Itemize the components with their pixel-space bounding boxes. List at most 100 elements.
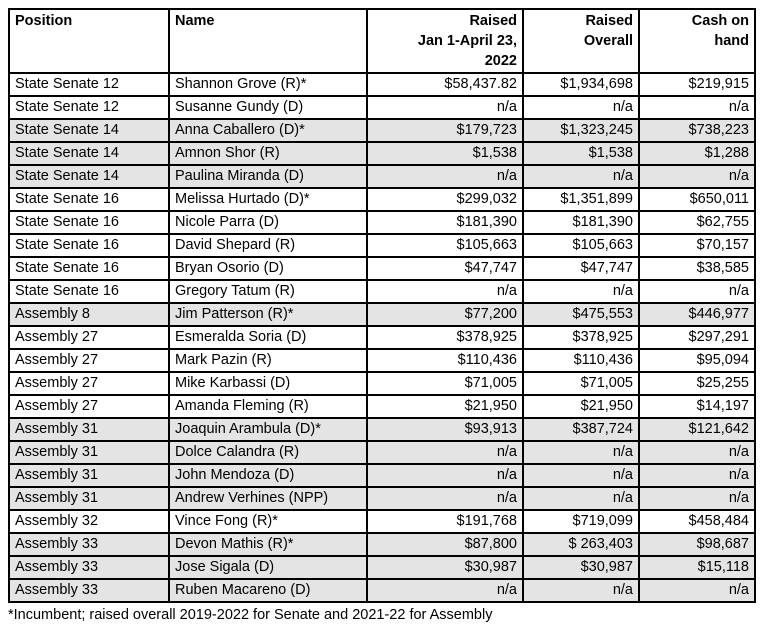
- table-row: State Senate 12 Shannon Grove (R)* $58,437…: [8, 72, 756, 97]
- position-cell: State Senate 14: [8, 118, 170, 143]
- cash-on-hand-cell: $1,288: [638, 141, 756, 166]
- cash-on-hand-cell: $38,585: [638, 256, 756, 281]
- name-cell: Mike Karbassi (D): [168, 371, 368, 396]
- position-cell: Assembly 31: [8, 440, 170, 465]
- raised-overall-cell: $30,987: [522, 555, 640, 580]
- raised-overall-cell: $71,005: [522, 371, 640, 396]
- raised-overall-cell: $1,351,899: [522, 187, 640, 212]
- position-cell: State Senate 12: [8, 95, 170, 120]
- position-cell: State Senate 14: [8, 164, 170, 189]
- table-row: Assembly 33 Ruben Macareno (D) n/a n/a n/a: [8, 578, 756, 603]
- raised-overall-cell: $387,724: [522, 417, 640, 442]
- cash-on-hand-cell: $446,977: [638, 302, 756, 327]
- raised-period-cell: $378,925: [366, 325, 524, 350]
- raised-overall-cell: $1,934,698: [522, 72, 640, 97]
- name-cell: Vince Fong (R)*: [168, 509, 368, 534]
- position-cell: Assembly 31: [8, 417, 170, 442]
- raised-overall-cell: $ 263,403: [522, 532, 640, 557]
- position-cell: State Senate 16: [8, 256, 170, 281]
- header-position: Position: [8, 8, 170, 74]
- raised-period-cell: $191,768: [366, 509, 524, 534]
- table-header: Position Name Raised Jan 1-April 23, 202…: [8, 8, 756, 74]
- name-cell: Mark Pazin (R): [168, 348, 368, 373]
- position-cell: Assembly 31: [8, 486, 170, 511]
- cash-on-hand-cell: n/a: [638, 440, 756, 465]
- raised-overall-cell: n/a: [522, 164, 640, 189]
- table-row: Assembly 27 Esmeralda Soria (D) $378,925 $3…: [8, 325, 756, 350]
- campaign-finance-table: Position Name Raised Jan 1-April 23, 202…: [8, 8, 756, 603]
- name-cell: Amanda Fleming (R): [168, 394, 368, 419]
- cash-on-hand-cell: n/a: [638, 578, 756, 603]
- incumbent-footnote: *Incumbent; raised overall 2019-2022 for…: [8, 607, 493, 623]
- table-row: State Senate 16 David Shepard (R) $105,663…: [8, 233, 756, 258]
- raised-overall-cell: $181,390: [522, 210, 640, 235]
- position-cell: Assembly 32: [8, 509, 170, 534]
- table-row: Assembly 27 Mark Pazin (R) $110,436 $110,43…: [8, 348, 756, 373]
- cash-on-hand-cell: n/a: [638, 95, 756, 120]
- cash-on-hand-cell: $738,223: [638, 118, 756, 143]
- raised-period-cell: n/a: [366, 440, 524, 465]
- position-cell: Assembly 27: [8, 371, 170, 396]
- table-row: Assembly 33 Devon Mathis (R)* $87,800 $ 263…: [8, 532, 756, 557]
- table-row: Assembly 33 Jose Sigala (D) $30,987 $30,987…: [8, 555, 756, 580]
- raised-period-cell: $299,032: [366, 187, 524, 212]
- raised-period-cell: $47,747: [366, 256, 524, 281]
- cash-on-hand-cell: $98,687: [638, 532, 756, 557]
- position-cell: State Senate 16: [8, 233, 170, 258]
- raised-period-cell: $93,913: [366, 417, 524, 442]
- position-cell: Assembly 27: [8, 348, 170, 373]
- cash-on-hand-cell: n/a: [638, 486, 756, 511]
- table-row: State Senate 16 Gregory Tatum (R) n/a n/a n/…: [8, 279, 756, 304]
- table-row: Assembly 31 Dolce Calandra (R) n/a n/a n/a: [8, 440, 756, 465]
- table-row: State Senate 16 Bryan Osorio (D) $47,747 $4…: [8, 256, 756, 281]
- raised-overall-cell: $719,099: [522, 509, 640, 534]
- header-raised-overall: Raised Overall: [522, 8, 640, 74]
- cash-on-hand-cell: $121,642: [638, 417, 756, 442]
- header-row: Position Name Raised Jan 1-April 23, 202…: [8, 8, 756, 74]
- table-row: Assembly 32 Vince Fong (R)* $191,768 $719,0…: [8, 509, 756, 534]
- table-row: State Senate 14 Paulina Miranda (D) n/a n/a…: [8, 164, 756, 189]
- position-cell: Assembly 33: [8, 555, 170, 580]
- position-cell: State Senate 12: [8, 72, 170, 97]
- table-row: Assembly 27 Mike Karbassi (D) $71,005 $71,0…: [8, 371, 756, 396]
- raised-period-cell: $1,538: [366, 141, 524, 166]
- position-cell: State Senate 16: [8, 187, 170, 212]
- raised-period-cell: $21,950: [366, 394, 524, 419]
- cash-on-hand-cell: $219,915: [638, 72, 756, 97]
- name-cell: Melissa Hurtado (D)*: [168, 187, 368, 212]
- raised-period-cell: n/a: [366, 486, 524, 511]
- cash-on-hand-cell: $15,118: [638, 555, 756, 580]
- cash-on-hand-cell: n/a: [638, 164, 756, 189]
- raised-period-cell: n/a: [366, 279, 524, 304]
- name-cell: Devon Mathis (R)*: [168, 532, 368, 557]
- name-cell: Joaquin Arambula (D)*: [168, 417, 368, 442]
- table-row: State Senate 12 Susanne Gundy (D) n/a n/a n/…: [8, 95, 756, 120]
- header-cash-on-hand: Cash on hand: [638, 8, 756, 74]
- cash-on-hand-cell: $25,255: [638, 371, 756, 396]
- header-name: Name: [168, 8, 368, 74]
- position-cell: Assembly 31: [8, 463, 170, 488]
- position-cell: State Senate 16: [8, 210, 170, 235]
- raised-overall-cell: n/a: [522, 95, 640, 120]
- table-row: Assembly 31 Joaquin Arambula (D)* $93,913 $…: [8, 417, 756, 442]
- raised-overall-cell: n/a: [522, 578, 640, 603]
- raised-period-cell: $30,987: [366, 555, 524, 580]
- raised-overall-cell: $21,950: [522, 394, 640, 419]
- raised-overall-cell: $105,663: [522, 233, 640, 258]
- name-cell: Amnon Shor (R): [168, 141, 368, 166]
- raised-period-cell: $77,200: [366, 302, 524, 327]
- name-cell: Nicole Parra (D): [168, 210, 368, 235]
- name-cell: Jose Sigala (D): [168, 555, 368, 580]
- raised-period-cell: $71,005: [366, 371, 524, 396]
- raised-period-cell: $181,390: [366, 210, 524, 235]
- name-cell: Esmeralda Soria (D): [168, 325, 368, 350]
- raised-overall-cell: $47,747: [522, 256, 640, 281]
- position-cell: Assembly 33: [8, 578, 170, 603]
- raised-overall-cell: $1,538: [522, 141, 640, 166]
- name-cell: Paulina Miranda (D): [168, 164, 368, 189]
- cash-on-hand-cell: $458,484: [638, 509, 756, 534]
- name-cell: Andrew Verhines (NPP): [168, 486, 368, 511]
- raised-period-cell: $110,436: [366, 348, 524, 373]
- cash-on-hand-cell: $62,755: [638, 210, 756, 235]
- name-cell: Shannon Grove (R)*: [168, 72, 368, 97]
